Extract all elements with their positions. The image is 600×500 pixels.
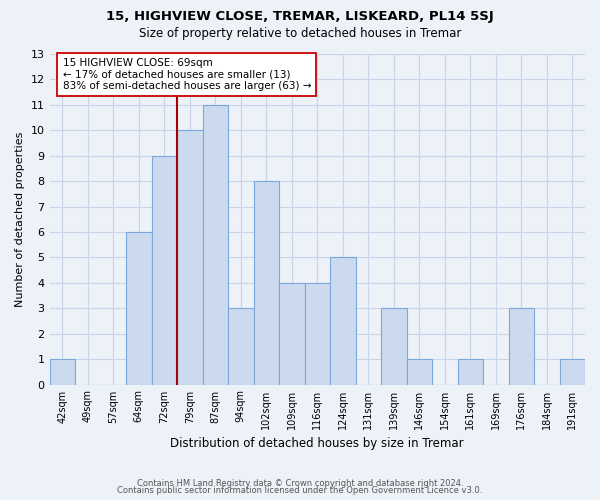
Text: Contains public sector information licensed under the Open Government Licence v3: Contains public sector information licen… [118,486,482,495]
Bar [330,258,356,384]
Bar [152,156,177,384]
Bar [50,359,75,384]
Bar [560,359,585,384]
Bar [228,308,254,384]
X-axis label: Distribution of detached houses by size in Tremar: Distribution of detached houses by size … [170,437,464,450]
Text: 15, HIGHVIEW CLOSE, TREMAR, LISKEARD, PL14 5SJ: 15, HIGHVIEW CLOSE, TREMAR, LISKEARD, PL… [106,10,494,23]
Text: Size of property relative to detached houses in Tremar: Size of property relative to detached ho… [139,28,461,40]
Bar [407,359,432,384]
Text: Contains HM Land Registry data © Crown copyright and database right 2024.: Contains HM Land Registry data © Crown c… [137,478,463,488]
Bar [254,181,279,384]
Bar [177,130,203,384]
Bar [381,308,407,384]
Text: 15 HIGHVIEW CLOSE: 69sqm
← 17% of detached houses are smaller (13)
83% of semi-d: 15 HIGHVIEW CLOSE: 69sqm ← 17% of detach… [62,58,311,91]
Bar [203,105,228,384]
Bar [126,232,152,384]
Bar [509,308,534,384]
Bar [279,283,305,384]
Bar [458,359,483,384]
Y-axis label: Number of detached properties: Number of detached properties [15,132,25,307]
Bar [305,283,330,384]
